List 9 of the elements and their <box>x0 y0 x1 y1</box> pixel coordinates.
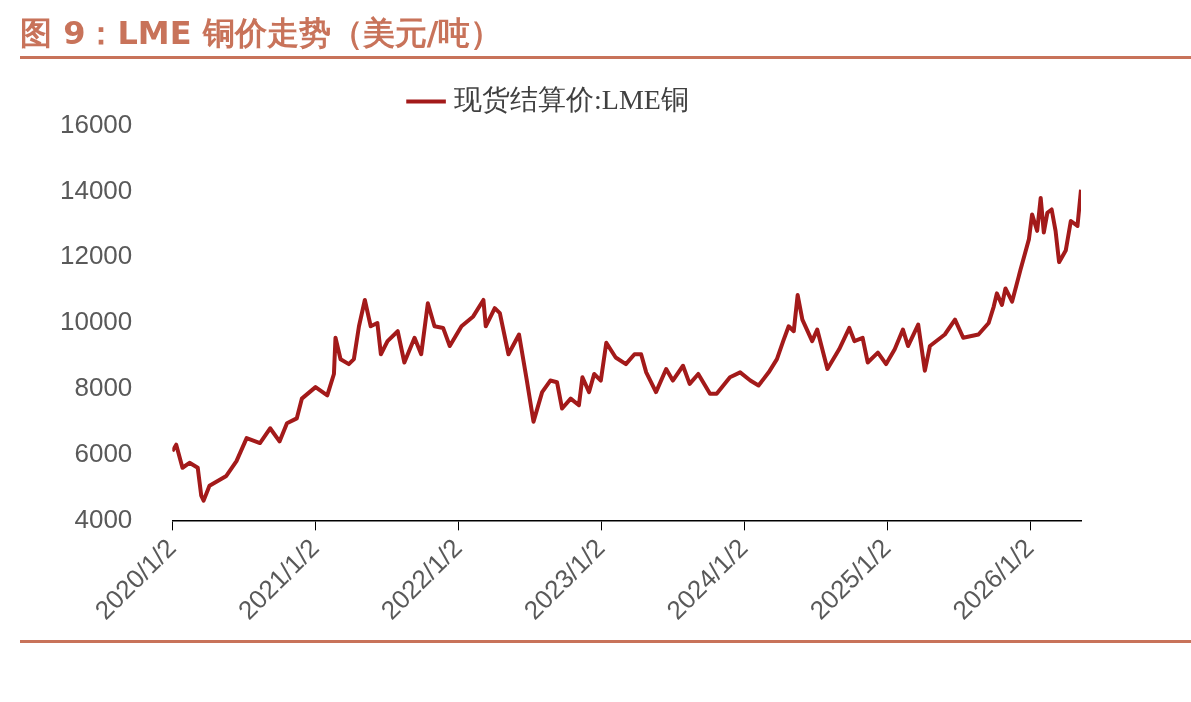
y-tick-label: 12000 <box>59 240 133 271</box>
legend-label: 现货结算价:LME铜 <box>454 83 689 115</box>
y-tick-label: 10000 <box>59 306 133 337</box>
chart-title: 图 9：LME 铜价走势（美元/吨） <box>20 13 503 54</box>
y-tick-label: 16000 <box>59 108 133 139</box>
y-tick-label: 8000 <box>74 371 133 402</box>
y-tick-label: 6000 <box>74 437 133 468</box>
y-tick-label: 14000 <box>59 174 133 205</box>
y-tick-label: 4000 <box>74 503 133 534</box>
